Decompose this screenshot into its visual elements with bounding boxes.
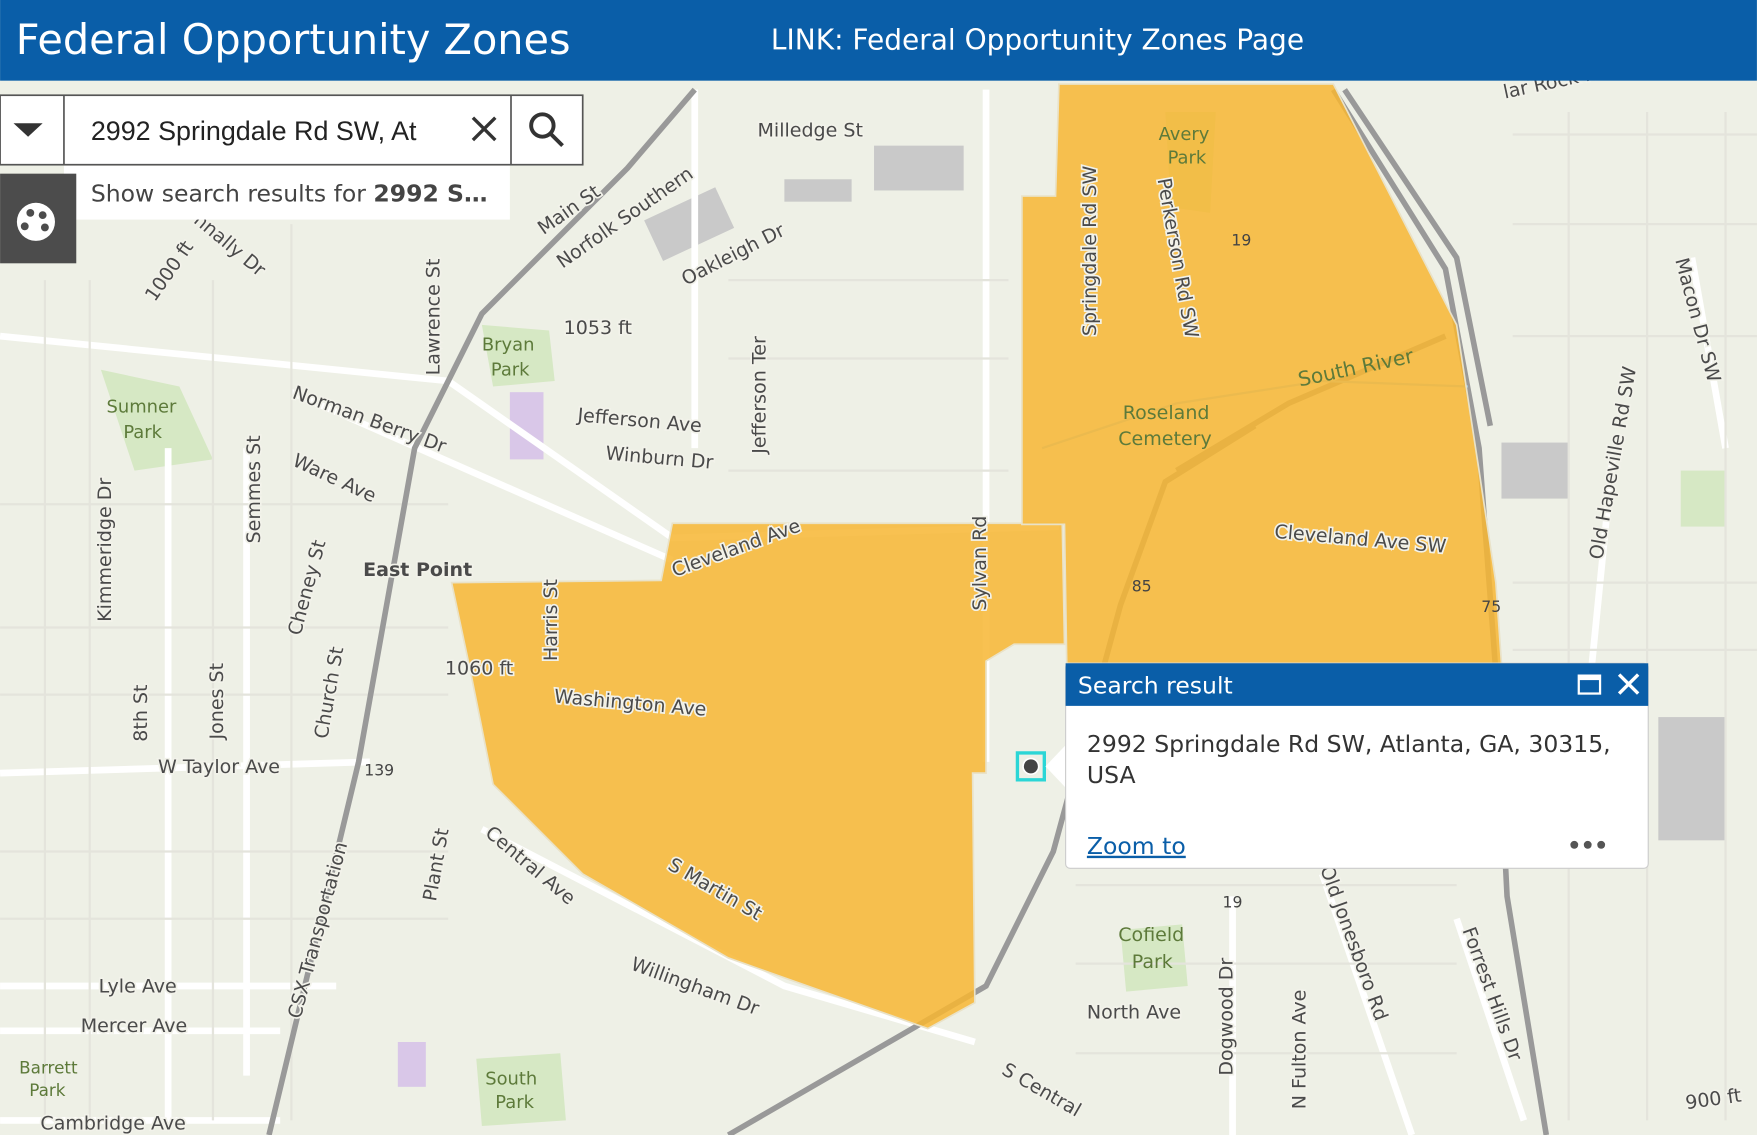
map-label: Kimmeridge Dr [94, 478, 116, 622]
map-label: 139 [364, 760, 394, 779]
map-label: Cambridge Ave [40, 1112, 185, 1134]
map-label: Jefferson Ter [748, 336, 770, 455]
popup-pointer [1045, 745, 1066, 788]
map-label: Lawrence St [422, 259, 444, 376]
search-source-dropdown[interactable] [13, 123, 43, 137]
search-button[interactable] [529, 112, 564, 148]
clear-button[interactable] [471, 116, 497, 142]
result-highlight [1015, 751, 1047, 782]
map-label: Park [1132, 951, 1173, 973]
map-label: Springdale Rd SW [1079, 165, 1101, 336]
map-label: Jones St [206, 663, 228, 741]
search-input[interactable]: 2992 Springdale Rd SW, At [91, 116, 417, 146]
map-label: Harris St [540, 579, 562, 661]
map-label: Milledge St [757, 120, 862, 142]
parks [100, 112, 1726, 1127]
zoom-to-link[interactable]: Zoom to [1087, 832, 1186, 860]
map-label: Dogwood Dr [1216, 958, 1238, 1076]
map-label: Park [495, 1092, 534, 1113]
map-label: North Ave [1087, 1001, 1181, 1023]
map-label: Barrett [19, 1057, 78, 1077]
header-link[interactable]: LINK: Federal Opportunity Zones Page [771, 23, 1304, 56]
map-label: Roseland [1123, 402, 1210, 424]
minor-streets [0, 112, 1757, 1121]
suggestion-box[interactable] [63, 165, 510, 220]
popup-address-line: 2992 Springdale Rd SW, Atlanta, GA, 3031… [1087, 730, 1611, 758]
map-label: 19 [1222, 893, 1242, 912]
map-label: East Point [363, 559, 472, 581]
popup-maximize-bar [1578, 675, 1601, 681]
map-label: 19 [1231, 230, 1251, 249]
app-title: Federal Opportunity Zones [16, 16, 571, 64]
suggestion[interactable]: Show search results for 2992 S… [91, 180, 488, 208]
map-label: Sumner [107, 396, 178, 417]
opportunity-zones[interactable] [450, 83, 1503, 1030]
map-label: 1053 ft [564, 317, 632, 339]
popup-address-line: USA [1087, 761, 1136, 789]
header-bar [0, 0, 1757, 81]
map-label: South [485, 1069, 537, 1090]
suggestion-query: 2992 S… [373, 180, 487, 208]
map-label: Sylvan Rd [969, 516, 991, 611]
map-label: W Taylor Ave [158, 756, 280, 778]
map-label: N Fulton Ave [1288, 990, 1310, 1110]
map-label: Cofield [1118, 924, 1184, 946]
popup-header [1065, 663, 1649, 706]
map-label: Bryan [482, 335, 535, 356]
palette-icon [16, 202, 55, 241]
map-label: Park [1168, 148, 1207, 169]
zone-east-point[interactable] [450, 522, 1066, 1030]
result-marker[interactable] [1022, 757, 1040, 776]
popup-close[interactable] [1617, 673, 1640, 695]
map-label: Park [29, 1080, 66, 1100]
map-label: Mercer Ave [81, 1015, 187, 1037]
map-label: 75 [1481, 597, 1501, 616]
suggestion-prefix: Show search results for [91, 180, 374, 208]
map-label: Cemetery [1118, 428, 1212, 450]
map-label: Park [491, 359, 530, 380]
buildings [644, 145, 1726, 841]
map-label: Park [123, 422, 162, 443]
map-label: Avery [1159, 124, 1210, 145]
map-label: 1060 ft [445, 658, 513, 680]
map-label: Semmes St [243, 435, 265, 543]
popup-menu[interactable] [1570, 840, 1606, 849]
map-label: 85 [1132, 577, 1152, 596]
map-label: Lyle Ave [99, 976, 177, 998]
popup-title: Search result [1078, 672, 1233, 700]
map-label: 8th St [130, 684, 152, 741]
